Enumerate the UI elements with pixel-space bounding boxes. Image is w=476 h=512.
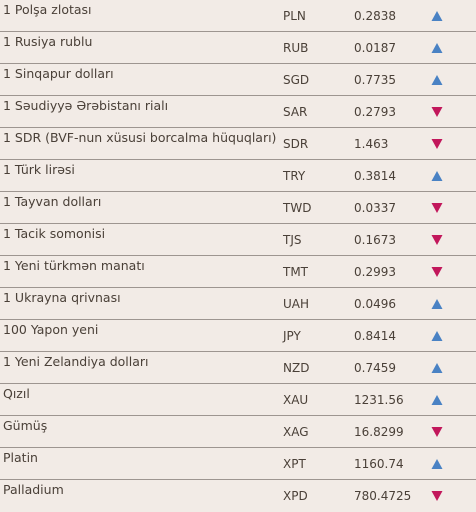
rate-row[interactable]: 1 Yeni Zelandiya dolları NZD 0.7459 [0, 352, 476, 384]
currency-name: 1 SDR (BVF-nun xüsusi borcalma hüquqları… [3, 130, 277, 145]
rate-row[interactable]: Gümüş XAG 16.8299 [0, 416, 476, 448]
rate-value: 0.0187 [354, 41, 396, 55]
currency-code: XPT [283, 457, 306, 471]
rate-row[interactable]: 1 Tacik somonisi TJS 0.1673 [0, 224, 476, 256]
rate-value: 0.3814 [354, 169, 396, 183]
trend-down-icon [431, 202, 443, 214]
rate-value: 0.0496 [354, 297, 396, 311]
rate-value: 0.2793 [354, 105, 396, 119]
rate-row[interactable]: 1 Yeni türkmən manatı TMT 0.2993 [0, 256, 476, 288]
rate-row[interactable]: 1 Polşa zlotası PLN 0.2838 [0, 0, 476, 32]
rate-value: 0.8414 [354, 329, 396, 343]
rate-row[interactable]: 1 Tayvan dolları TWD 0.0337 [0, 192, 476, 224]
rate-row[interactable]: 100 Yapon yeni JPY 0.8414 [0, 320, 476, 352]
rate-row[interactable]: 1 Sinqapur dolları SGD 0.7735 [0, 64, 476, 96]
rate-value: 1160.74 [354, 457, 404, 471]
currency-code: NZD [283, 361, 310, 375]
currency-code: XAU [283, 393, 309, 407]
trend-up-icon [431, 330, 443, 342]
currency-code: JPY [283, 329, 301, 343]
currency-code: XPD [283, 489, 308, 503]
currency-code: TRY [283, 169, 306, 183]
currency-name: 1 Rusiya rublu [3, 34, 93, 49]
trend-up-icon [431, 10, 443, 22]
rate-row[interactable]: Platin XPT 1160.74 [0, 448, 476, 480]
currency-code: TMT [283, 265, 309, 279]
rate-value: 780.4725 [354, 489, 412, 503]
currency-code: UAH [283, 297, 310, 311]
rate-row[interactable]: 1 Türk lirəsi TRY 0.3814 [0, 160, 476, 192]
rate-value: 16.8299 [354, 425, 404, 439]
currency-name: Palladium [3, 482, 64, 497]
currency-name: Gümüş [3, 418, 48, 433]
trend-up-icon [431, 458, 443, 470]
currency-name: 1 Tacik somonisi [3, 226, 106, 241]
trend-up-icon [431, 42, 443, 54]
currency-code: XAG [283, 425, 309, 439]
trend-up-icon [431, 362, 443, 374]
currency-code: PLN [283, 9, 306, 23]
currency-name: 1 Yeni Zelandiya dolları [3, 354, 149, 369]
rate-row[interactable]: 1 SDR (BVF-nun xüsusi borcalma hüquqları… [0, 128, 476, 160]
currency-name: 1 Yeni türkmən manatı [3, 258, 145, 273]
currency-name: Qızıl [3, 386, 30, 401]
currency-code: SAR [283, 105, 308, 119]
rate-row[interactable]: Qızıl XAU 1231.56 [0, 384, 476, 416]
currency-name: 1 Ukrayna qrivnası [3, 290, 121, 305]
currency-name: 100 Yapon yeni [3, 322, 99, 337]
currency-code: TWD [283, 201, 312, 215]
currency-name: 1 Səudiyyə Ərəbistanı rialı [3, 98, 169, 113]
rate-value: 0.2993 [354, 265, 396, 279]
trend-up-icon [431, 298, 443, 310]
trend-down-icon [431, 426, 443, 438]
currency-name: 1 Sinqapur dolları [3, 66, 114, 81]
rate-value: 0.0337 [354, 201, 396, 215]
rate-value: 1231.56 [354, 393, 404, 407]
trend-down-icon [431, 234, 443, 246]
rate-value: 0.7735 [354, 73, 396, 87]
rate-row[interactable]: 1 Ukrayna qrivnası UAH 0.0496 [0, 288, 476, 320]
trend-down-icon [431, 106, 443, 118]
rate-value: 1.463 [354, 137, 389, 151]
rate-row[interactable]: 1 Səudiyyə Ərəbistanı rialı SAR 0.2793 [0, 96, 476, 128]
currency-code: RUB [283, 41, 309, 55]
trend-up-icon [431, 74, 443, 86]
trend-up-icon [431, 170, 443, 182]
rate-row[interactable]: Palladium XPD 780.4725 [0, 480, 476, 512]
trend-down-icon [431, 266, 443, 278]
currency-name: 1 Tayvan dolları [3, 194, 102, 209]
currency-code: TJS [283, 233, 302, 247]
trend-down-icon [431, 490, 443, 502]
rate-value: 0.7459 [354, 361, 396, 375]
rate-value: 0.2838 [354, 9, 396, 23]
rate-row[interactable]: 1 Rusiya rublu RUB 0.0187 [0, 32, 476, 64]
currency-name: 1 Türk lirəsi [3, 162, 75, 177]
currency-name: 1 Polşa zlotası [3, 2, 92, 17]
trend-up-icon [431, 394, 443, 406]
currency-name: Platin [3, 450, 38, 465]
rate-value: 0.1673 [354, 233, 396, 247]
currency-code: SGD [283, 73, 310, 87]
trend-down-icon [431, 138, 443, 150]
currency-code: SDR [283, 137, 309, 151]
